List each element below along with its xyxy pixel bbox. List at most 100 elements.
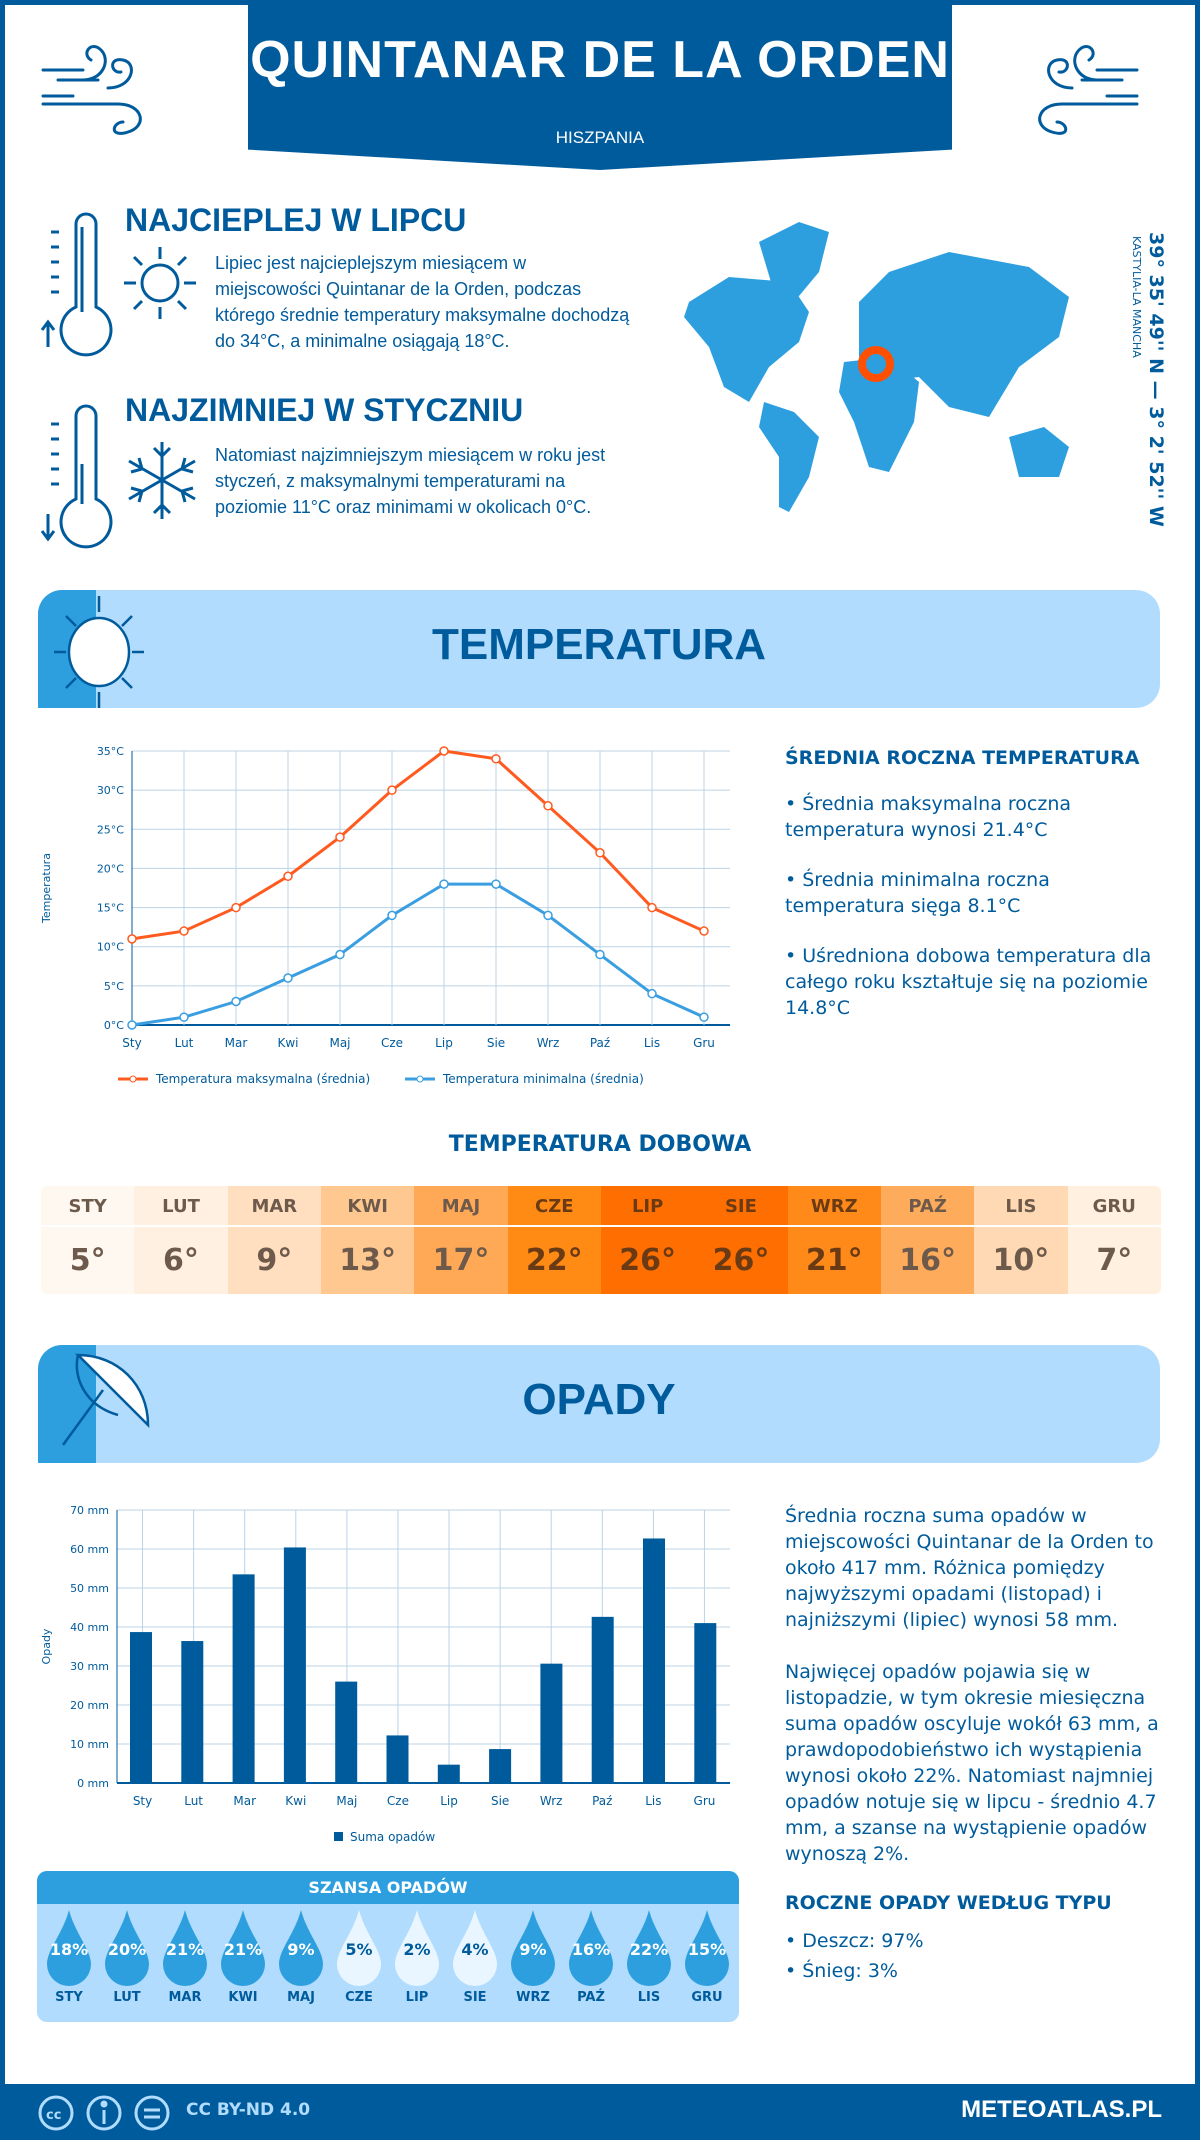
raindrop-icon xyxy=(627,1910,671,1986)
x-tick-label: Maj xyxy=(336,1794,357,1808)
precip-type-item: • Deszcz: 97% xyxy=(785,1930,924,1952)
data-point xyxy=(283,973,293,983)
precip-chance-drop: 4% SIE xyxy=(446,1908,504,2005)
temperature-stats-heading: ŚREDNIA ROCZNA TEMPERATURA xyxy=(785,747,1140,769)
y-tick-label: 20°C xyxy=(97,862,124,875)
x-tick-label: Mar xyxy=(233,1794,256,1808)
chance-value: 4% xyxy=(461,1940,489,1959)
license-label[interactable]: CC BY-ND 4.0 xyxy=(186,2100,311,2120)
raindrop-icon xyxy=(105,1910,149,1986)
raindrop-icon xyxy=(395,1910,439,1986)
x-tick-label: Wrz xyxy=(540,1794,563,1808)
month-label: GRU xyxy=(691,1990,723,2005)
series-line xyxy=(131,749,705,941)
bar xyxy=(232,1574,255,1783)
y-tick-label: 0°C xyxy=(104,1019,124,1032)
daily-temp-cell: LIP 26° xyxy=(600,1186,695,1294)
x-tick-label: Lis xyxy=(644,1036,660,1050)
precipitation-chart: 0 mm 10 mm 20 mm 30 mm 40 mm 50 mm 60 mm 70 mm S… xyxy=(40,1504,730,1844)
data-point xyxy=(179,1012,189,1022)
y-tick-label: 10 mm xyxy=(70,1738,109,1751)
temp-value: 16° xyxy=(899,1243,956,1278)
site-link[interactable]: METEOATLAS.PL xyxy=(961,2096,1162,2123)
coldest-month-heading: NAJZIMNIEJ W STYCZNIU xyxy=(125,392,524,428)
data-point xyxy=(283,871,293,882)
precip-chance-drop: 20% LUT xyxy=(98,1908,156,2005)
month-label: MAJ xyxy=(287,1990,315,2005)
world-map xyxy=(684,222,1069,512)
precipitation-summary: Średnia roczna suma opadów w miejscowośc… xyxy=(785,1503,1175,1867)
x-tick-label: Lut xyxy=(184,1794,203,1808)
month-label: LUT xyxy=(134,1186,228,1227)
sun-icon xyxy=(124,247,196,319)
temperature-section-banner: TEMPERATURA xyxy=(38,590,1160,708)
month-label: LIS xyxy=(974,1186,1068,1227)
y-tick-label: 40 mm xyxy=(70,1621,109,1634)
x-tick-label: Wrz xyxy=(537,1036,560,1050)
temp-value: 13° xyxy=(339,1243,397,1278)
month-label: KWI xyxy=(228,1990,258,2005)
x-tick-label: Cze xyxy=(387,1794,409,1808)
temp-value: 9° xyxy=(256,1243,293,1278)
sun-icon xyxy=(54,596,144,708)
month-label: CZE xyxy=(507,1186,601,1227)
data-point xyxy=(179,926,189,936)
x-tick-label: Cze xyxy=(381,1036,403,1050)
daily-temp-cell: WRZ 21° xyxy=(787,1186,881,1294)
x-tick-label: Lip xyxy=(435,1036,453,1050)
legend-marker xyxy=(416,1075,424,1083)
bar xyxy=(283,1547,306,1783)
daily-temp-cell: STY 5° xyxy=(41,1186,135,1294)
raindrop-icon xyxy=(685,1910,729,1986)
month-label: WRZ xyxy=(516,1990,550,2005)
data-point xyxy=(543,910,553,921)
data-point xyxy=(335,949,345,960)
data-point xyxy=(231,996,241,1007)
legend-label: Temperatura minimalna (średnia) xyxy=(442,1072,644,1086)
month-label: LIP xyxy=(405,1990,429,2005)
month-label: MAR xyxy=(168,1990,202,2005)
bar xyxy=(540,1663,563,1783)
license-icons[interactable]: cc xyxy=(38,2094,178,2132)
thermometer-down-icon xyxy=(40,404,113,549)
month-label: SIE xyxy=(463,1990,487,2005)
x-tick-label: Kwi xyxy=(277,1036,298,1050)
header-banner xyxy=(248,0,952,170)
month-label: GRU xyxy=(1067,1186,1161,1227)
x-tick-label: Sie xyxy=(487,1036,505,1050)
y-tick-label: 25°C xyxy=(97,823,124,836)
y-tick-label: 50 mm xyxy=(70,1582,109,1595)
x-tick-label: Gru xyxy=(694,1794,716,1808)
bar xyxy=(643,1538,665,1783)
raindrop-icon xyxy=(221,1910,265,1986)
footer: cc CC BY-ND 4.0 METEOATLAS.PL xyxy=(0,2084,1200,2140)
data-point xyxy=(647,988,657,999)
precipitation-section-title: OPADY xyxy=(522,1375,676,1424)
raindrop-icon xyxy=(279,1910,323,1986)
y-tick-label: 30°C xyxy=(97,784,124,797)
month-label: STY xyxy=(55,1990,83,2005)
x-tick-label: Maj xyxy=(329,1036,350,1050)
chance-value: 16% xyxy=(571,1940,611,1959)
chance-value: 5% xyxy=(345,1940,373,1959)
data-point xyxy=(127,1020,137,1030)
month-label: SIE xyxy=(694,1186,788,1227)
data-point xyxy=(699,1012,709,1022)
temperature-chart: 0°C 5°C 10°C 15°C 20°C 25°C 30°C 35°C Sty Lut Mar K… xyxy=(40,745,730,1086)
x-tick-label: Lip xyxy=(440,1794,458,1808)
x-tick-label: Paź xyxy=(592,1794,612,1808)
wind-icon xyxy=(1038,45,1139,135)
bar xyxy=(335,1681,358,1783)
raindrop-icon xyxy=(511,1910,555,1986)
precip-chance-drop: 21% KWI xyxy=(214,1908,272,2005)
temp-value: 21° xyxy=(805,1243,863,1278)
precipitation-chance-panel: SZANSA OPADÓW 18% STY 20% LUT 21% MAR 21% KWI 9%… xyxy=(37,1871,739,2022)
daily-temperature-heading: TEMPERATURA DOBOWA xyxy=(448,1132,752,1157)
stat-item: • Średnia maksymalna roczna temperatura … xyxy=(785,793,1072,841)
y-tick-label: 20 mm xyxy=(70,1699,109,1712)
snowflake-icon xyxy=(128,442,196,519)
legend-marker xyxy=(129,1075,137,1083)
raindrop-icon xyxy=(163,1910,207,1986)
temperature-section-title: TEMPERATURA xyxy=(431,620,767,669)
y-tick-label: 60 mm xyxy=(70,1543,109,1556)
